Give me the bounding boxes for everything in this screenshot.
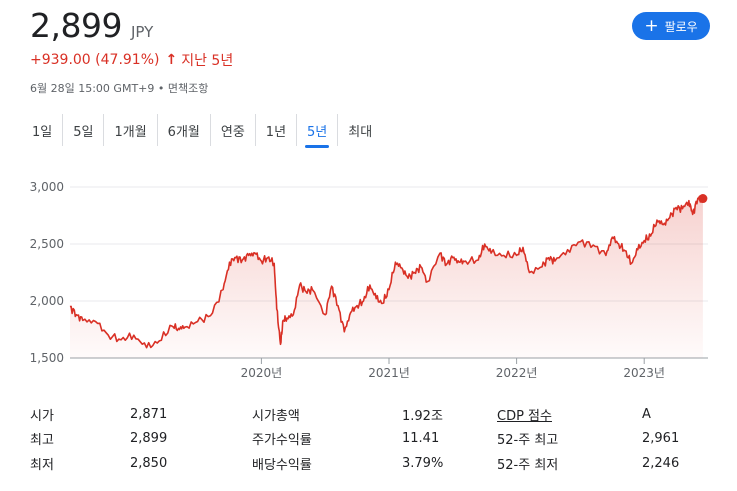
timestamp-disclaimer: 6월 28일 15:00 GMT+9 • 면책조항: [30, 82, 209, 95]
stat-label: 주가수익률: [252, 433, 312, 449]
stat-label: 시가: [30, 408, 54, 424]
y-tick-label: 1,500: [30, 351, 64, 365]
stats-cell: 배당수익률: [252, 451, 402, 476]
stat-value: 2,850: [130, 455, 168, 471]
stat-label: 시가총액: [252, 408, 300, 424]
stat-label: 52-주 최저: [497, 457, 559, 473]
tab-0[interactable]: 1일: [32, 124, 53, 140]
stats-cell: 11.41: [402, 427, 497, 452]
change-value: +939.00 (47.91%): [30, 52, 160, 68]
tab-6[interactable]: 5년: [296, 114, 337, 148]
stats-cell: 최저: [30, 451, 130, 476]
tab-5[interactable]: 1년: [254, 114, 296, 146]
x-tick-label: 2021년: [368, 366, 410, 380]
stat-value: 11.41: [402, 431, 440, 447]
y-tick-label: 3,000: [30, 180, 64, 194]
stat-value: 2,899: [130, 431, 168, 447]
y-tick-label: 2,000: [30, 294, 64, 308]
stats-cell: A: [642, 402, 710, 427]
price-chart: 3,000 2,500 2,000 1,500 2020년 2021년 2022년 2023…: [30, 180, 708, 380]
stats-cell: 2,961: [642, 427, 710, 452]
tab-3[interactable]: 6개월: [156, 114, 210, 146]
stats-cell: 최고: [30, 427, 130, 452]
price-header: 2,899 JPY: [30, 6, 153, 45]
tab-2[interactable]: 1개월: [103, 114, 156, 146]
plus-icon: +: [644, 15, 659, 36]
period-label: 지난 5년: [181, 53, 234, 69]
stats-row: 최저 2,850 배당수익률 3.79% 52-주 최저 2,246: [30, 451, 710, 476]
stats-cell: 2,246: [642, 451, 710, 476]
stats-cell: 시가: [30, 402, 130, 427]
stats-cell: 주가수익률: [252, 427, 402, 452]
stats-cell: 2,871: [130, 402, 252, 427]
follow-button-label: 팔로우: [664, 19, 698, 34]
tab-4[interactable]: 연중: [209, 114, 255, 146]
stat-value: 2,961: [642, 431, 680, 447]
x-tick-label: 2023년: [623, 366, 665, 380]
follow-button[interactable]: + 팔로우: [632, 12, 710, 40]
stat-label: 최저: [30, 457, 54, 473]
stat-value: 3.79%: [402, 455, 444, 471]
price-line: [69, 194, 704, 349]
range-tabs: 1일 5일 1개월 6개월 연중 1년 5년 최대: [22, 114, 382, 148]
stats-cell: 52-주 최저: [497, 451, 642, 476]
stat-label: 최고: [30, 433, 54, 449]
stats-cell: 1.92조: [402, 402, 497, 427]
tab-1[interactable]: 5일: [62, 114, 103, 146]
stats-cell: 2,899: [130, 427, 252, 452]
stats-cell: CDP 점수: [497, 402, 642, 427]
currency-code: JPY: [130, 23, 154, 41]
stat-value: 2,871: [130, 406, 168, 422]
current-price: 2,899: [30, 6, 122, 45]
cdp-score-link[interactable]: CDP 점수: [497, 408, 552, 424]
stats-row: 시가 2,871 시가총액 1.92조 CDP 점수 A: [30, 402, 710, 427]
stats-row: 최고 2,899 주가수익률 11.41 52-주 최고 2,961: [30, 427, 710, 452]
stats-cell: 3.79%: [402, 451, 497, 476]
price-change: +939.00 (47.91%) ↑ 지난 5년: [30, 50, 233, 70]
stat-value: 2,246: [642, 455, 680, 471]
x-tick-label: 2020년: [241, 366, 283, 380]
y-tick-label: 2,500: [30, 237, 64, 251]
current-price-dot: [698, 194, 708, 204]
stats-cell: 52-주 최고: [497, 427, 642, 452]
x-tick-label: 2022년: [496, 366, 538, 380]
stat-value: 1.92조: [402, 408, 443, 424]
stats-cell: 시가총액: [252, 402, 402, 427]
arrow-up-icon: ↑: [165, 52, 178, 68]
key-stats: 시가 2,871 시가총액 1.92조 CDP 점수 A 최고 2,899 주가수익률 11.41…: [30, 402, 710, 476]
stats-cell: 2,850: [130, 451, 252, 476]
stat-label: 배당수익률: [252, 457, 312, 473]
stat-label: 52-주 최고: [497, 433, 559, 449]
price-area-fill: [70, 195, 703, 358]
stat-value: A: [642, 406, 651, 422]
tab-7[interactable]: 최대: [337, 114, 382, 146]
